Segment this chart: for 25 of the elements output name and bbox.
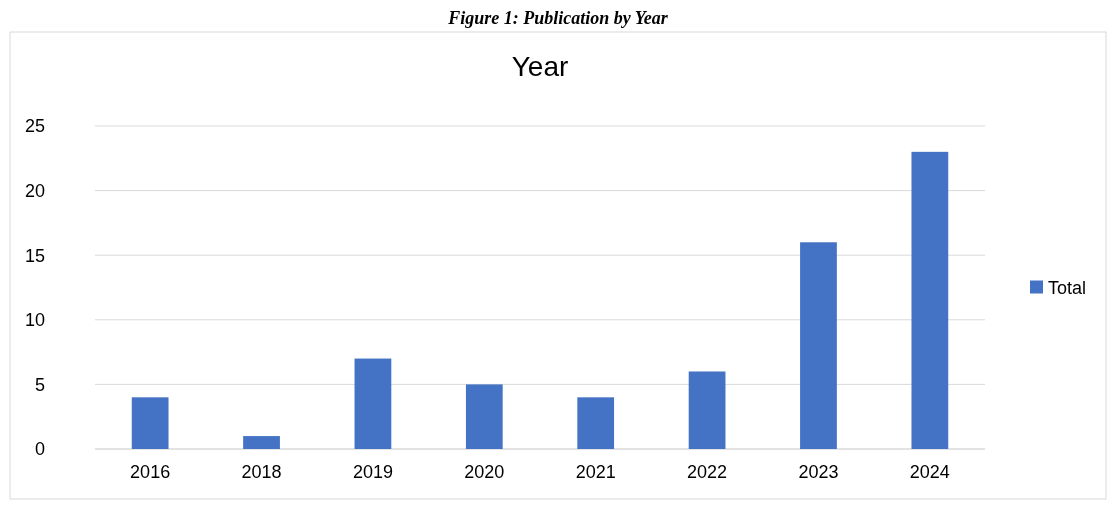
- x-tick-label: 2024: [909, 462, 950, 482]
- bar: [800, 242, 837, 449]
- y-tick-label: 5: [34, 374, 45, 395]
- y-tick-label: 15: [24, 245, 45, 266]
- bar: [354, 358, 392, 449]
- legend-label: Total: [1048, 277, 1087, 298]
- x-tick-label: 2019: [352, 462, 393, 482]
- caption: Figure 1: Publication by Year: [447, 8, 669, 28]
- y-tick-label: 20: [24, 180, 45, 201]
- chart-title: Year: [511, 51, 569, 82]
- bar: [243, 436, 280, 449]
- x-tick-label: 2020: [464, 462, 505, 482]
- y-tick-label: 0: [34, 439, 45, 460]
- bar: [688, 371, 726, 449]
- bar: [577, 397, 615, 449]
- x-tick-label: 2023: [798, 462, 839, 482]
- y-tick-label: 25: [24, 116, 45, 137]
- bar: [911, 151, 949, 449]
- bar: [465, 384, 503, 449]
- x-tick-label: 2018: [241, 462, 282, 482]
- x-tick-label: 2016: [130, 462, 171, 482]
- x-tick-label: 2022: [687, 462, 728, 482]
- bar: [131, 397, 169, 449]
- y-tick-label: 10: [24, 310, 45, 331]
- x-tick-label: 2021: [575, 462, 616, 482]
